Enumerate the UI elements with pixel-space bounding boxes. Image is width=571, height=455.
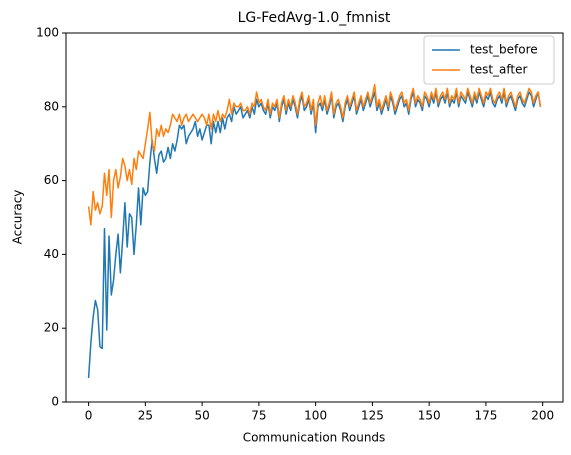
- legend-label: test_after: [470, 63, 528, 77]
- x-tick-label: 175: [474, 409, 497, 423]
- plot-frame: [65, 32, 564, 403]
- data-line: [87, 83, 542, 226]
- y-tick-label: 60: [44, 173, 59, 187]
- legend: test_before test_after: [423, 35, 555, 85]
- y-tick-label: 20: [44, 321, 59, 335]
- x-tick-label: 50: [194, 409, 209, 423]
- legend-label: test_before: [470, 43, 538, 57]
- legend-box: [423, 35, 555, 85]
- x-tick-label: 25: [138, 409, 153, 423]
- y-tick-label: 80: [44, 99, 59, 113]
- y-tick-label: 40: [44, 247, 59, 261]
- chart-title: LG-FedAvg-1.0_fmnist: [238, 10, 391, 26]
- x-tick-label: 100: [304, 409, 327, 423]
- x-axis-label: Communication Rounds: [243, 431, 386, 445]
- x-tick-label: 0: [85, 409, 93, 423]
- x-tick-label: 150: [418, 409, 441, 423]
- x-tick-label: 200: [531, 409, 554, 423]
- x-tick-label: 75: [251, 409, 266, 423]
- y-tick-label: 100: [36, 26, 59, 40]
- y-tick-label: 0: [51, 395, 59, 409]
- y-axis-label: Accuracy: [11, 190, 25, 245]
- x-tick-label: 125: [361, 409, 384, 423]
